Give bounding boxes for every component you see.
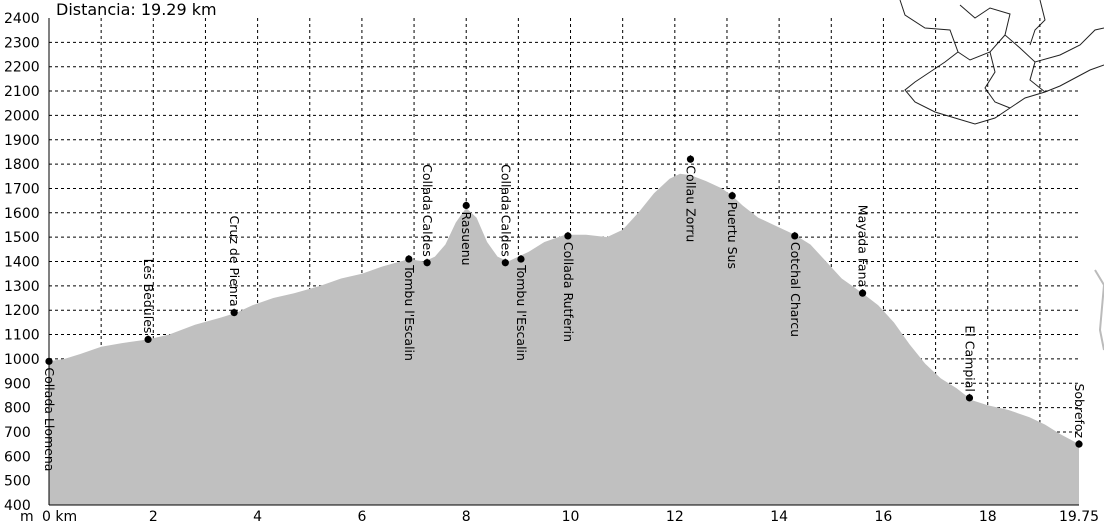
waypoint-marker [791,232,799,240]
x-tick-label: 10 [562,509,580,525]
waypoint-label: El Campial [962,325,977,391]
x-tick-label: 12 [666,509,684,525]
waypoint-label: Collada Rutferin [561,242,576,342]
map-region-border [1029,0,1046,46]
axes: 2400230022002100200019001800170016001500… [4,11,1099,525]
chart-title: Distancia: 19.29 km [56,0,217,19]
y-tick-label: 2000 [4,108,40,124]
x-tick-label: 2 [149,509,158,525]
waypoint-marker [858,289,867,297]
y-tick-label: 1800 [4,157,40,173]
x-tick-label: 19.75 [1059,509,1099,525]
waypoint-marker [144,335,152,344]
waypoint-marker [517,255,525,263]
waypoint-label: Rasuenu [459,211,474,265]
waypoint-marker [1075,440,1083,448]
y-tick-label: 2100 [4,84,40,100]
waypoint-label: Mayada Fana [856,205,871,287]
y-tick-label: 1400 [4,255,40,271]
y-tick-label: 700 [4,425,31,441]
waypoint-label: Collada Llomena [42,367,57,471]
waypoint-label: Cotchal Charcu [788,242,803,337]
map-region-border [957,34,1006,61]
profile-area [49,173,1079,506]
waypoint-marker [564,232,572,240]
map-region-outline [899,0,1104,125]
waypoint-label: Cruz de Pienra [227,216,242,307]
waypoint-marker [686,155,695,163]
y-tick-label: 1600 [4,206,40,222]
x-tick-label: 0 km [42,509,77,525]
profile-fill [49,173,1079,506]
waypoint-label: Sobrefoz [1072,383,1087,438]
y-tick-label: 1100 [4,328,40,344]
waypoint-marker [501,259,509,267]
region-map-inset [899,0,1104,351]
waypoint-marker [405,255,413,263]
x-tick-label: 8 [462,509,471,525]
waypoint-label: Tombu l'Escalin [402,264,417,361]
y-tick-label: 1500 [4,230,40,246]
y-tick-label: 1200 [4,303,40,319]
x-tick-label: 16 [875,509,893,525]
waypoint-label: Collau Zorru [683,165,698,242]
y-tick-label: 2300 [4,35,40,51]
waypoint-label: Collada Caldes [420,164,435,257]
waypoint-marker [45,357,53,365]
waypoint-label: Tombu l'Escalin [514,264,529,361]
y-tick-label: 2400 [4,11,40,27]
x-tick-label: 6 [357,509,366,525]
y-tick-label: 1900 [4,133,40,149]
y-tick-label: 900 [4,376,31,392]
waypoint-marker [230,309,238,317]
map-region-border [959,4,1104,63]
y-tick-label: 400 [4,498,31,514]
y-tick-label: 800 [4,401,31,417]
waypoint-marker [423,259,431,267]
y-tick-label: 500 [4,474,31,490]
waypoint-label: Les Bedules [141,259,156,334]
waypoints: Collada Llomena Les Bedules Cruz de Pienra… [42,155,1087,471]
waypoint-marker [965,394,974,402]
x-tick-label: 14 [770,509,788,525]
y-tick-label: 600 [4,449,31,465]
x-tick-label: 4 [253,509,262,525]
y-tick-label: 1700 [4,181,40,197]
waypoint-marker [462,201,470,210]
waypoint-label: Collada Caldes [498,164,513,257]
waypoint-label: Puertu Sus [725,202,740,269]
waypoint-marker [728,192,736,200]
y-tick-label: 2200 [4,60,40,76]
x-tick-label: 18 [979,509,997,525]
map-region-edge [1094,269,1104,351]
y-unit-label: m [20,509,34,525]
y-tick-label: 1300 [4,279,40,295]
map-region-border [1029,61,1046,93]
y-tick-label: 1000 [4,352,40,368]
map-region-border [984,51,1011,109]
